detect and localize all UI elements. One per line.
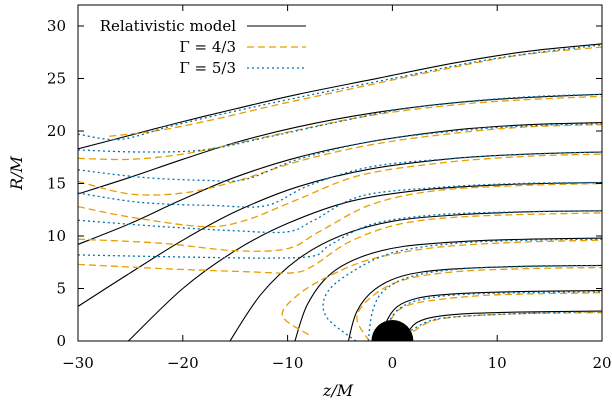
y-tick-label: 15 [47,175,66,193]
legend-label-relativistic: Relativistic model [100,17,236,35]
series-gamma-5-3-line-5 [78,210,602,259]
series-gamma-4-3-line-6 [78,182,602,252]
x-tick-label: −10 [272,354,304,372]
series-gamma-4-3-line-3 [356,266,602,341]
y-tick-label: 30 [47,17,66,35]
series-gamma-4-3-line-2 [384,292,602,341]
series-gamma-5-3-line-8 [78,123,602,182]
y-tick-label: 5 [56,280,66,298]
series-relativistic-line-10 [78,43,602,150]
y-tick-label: 10 [47,227,66,245]
axes: −30 −20 −10 0 10 20 0 5 10 15 20 25 30 [47,5,612,372]
x-tick-label: 10 [488,354,507,372]
series-gamma-5-3-line-9 [78,93,602,153]
series-gamma-4-3-line-8 [78,124,602,196]
black-hole [371,320,414,341]
x-tick-label: 0 [388,354,398,372]
series-gamma-4-3-line-4 [281,239,602,336]
series-gamma-5-3-line-4 [322,238,602,341]
series-relativistic-line-4 [294,237,602,341]
series-relativistic-line-8 [78,122,602,245]
series-gamma-5-3-line-6 [78,181,602,234]
x-tick-label: −30 [62,354,94,372]
y-tick-label: 20 [47,122,66,140]
series-gamma-4-3-line-5 [78,212,602,274]
legend: Relativistic model Γ = 4/3 Γ = 5/3 [88,11,310,80]
legend-label-gamma-5-3: Γ = 5/3 [179,59,236,77]
x-tick-label: −20 [167,354,199,372]
plot-frame [77,4,603,342]
y-tick-label: 0 [56,332,66,350]
series-gamma-4-3-line-7 [78,153,602,228]
series-gamma-5-3-line-1 [410,310,602,332]
x-axis-label: z/M [322,381,354,400]
x-tick-label: 20 [592,354,611,372]
plot-area [78,43,602,341]
y-tick-label: 25 [47,70,66,88]
series-gamma-5-3-line-7 [78,151,602,208]
series-gamma-5-3-line-10 [78,44,602,141]
series-relativistic-line-6 [127,181,602,341]
legend-label-gamma-4-3: Γ = 4/3 [179,38,236,56]
y-axis-label: R/M [7,155,26,190]
